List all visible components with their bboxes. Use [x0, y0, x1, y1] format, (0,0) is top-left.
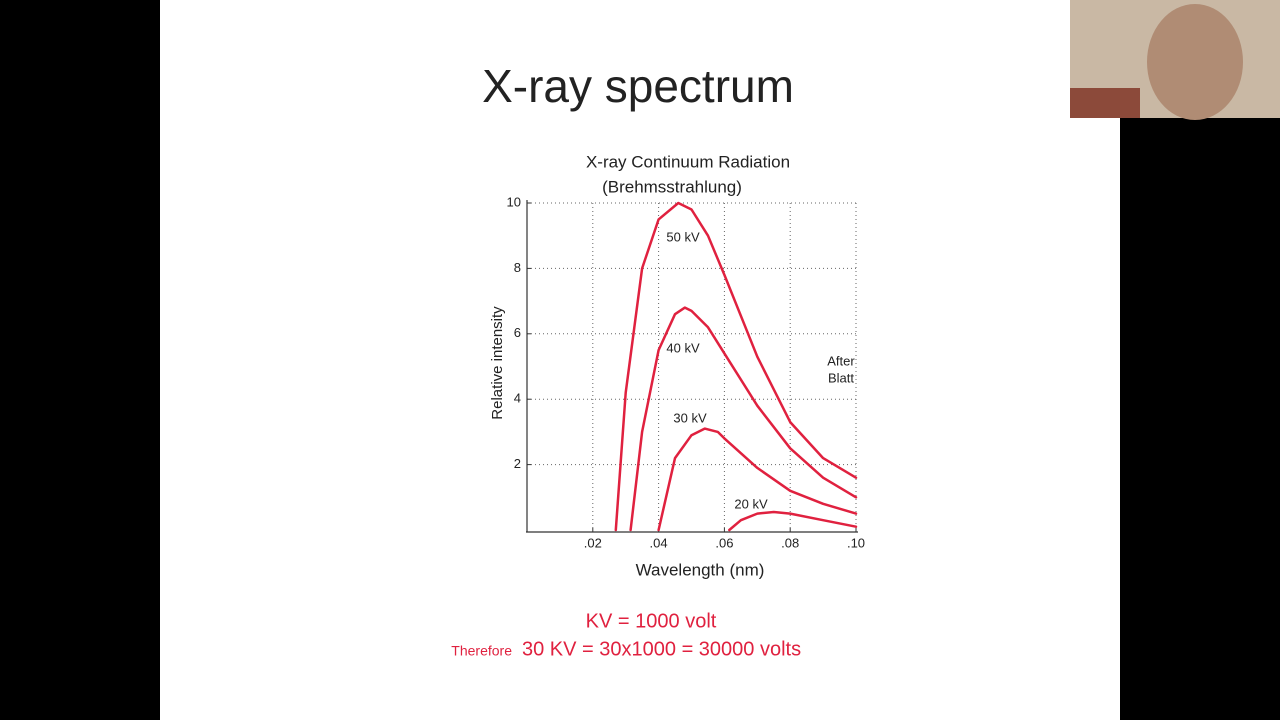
series-label: 50 kV: [666, 229, 700, 244]
webcam: [1070, 0, 1280, 120]
series-label: 40 kV: [666, 340, 700, 355]
x-tick-label: .02: [584, 535, 602, 550]
chart-subtitle: (Brehmsstrahlung): [602, 177, 742, 196]
series-label: 30 kV: [673, 410, 707, 425]
series-line: [614, 201, 858, 532]
x-tick-label: .06: [715, 535, 733, 550]
series-line: [629, 306, 858, 532]
y-tick-label: 4: [514, 391, 521, 406]
y-tick-label: 8: [514, 260, 521, 275]
x-tick-label: .10: [847, 535, 865, 550]
x-tick-label: .08: [781, 535, 799, 550]
note-label: Therefore: [451, 643, 512, 659]
chart-title: X-ray Continuum Radiation: [586, 152, 790, 171]
note-line: 30 KV = 30x1000 = 30000 volts: [522, 638, 801, 660]
y-tick-label: 6: [514, 325, 521, 340]
webcam-person: [1147, 4, 1243, 120]
y-tick-label: 2: [514, 456, 521, 471]
annotation: Blatt: [828, 370, 854, 385]
x-axis-label: Wavelength (nm): [636, 560, 765, 579]
y-axis-label: Relative intensity: [489, 306, 506, 420]
note-line: KV = 1000 volt: [586, 610, 717, 632]
y-tick-label: 10: [507, 194, 521, 209]
x-tick-label: .04: [650, 535, 668, 550]
slide: [160, 0, 1120, 720]
slide-title: X-ray spectrum: [482, 60, 794, 112]
series-line: [657, 427, 858, 532]
plot: .02 .04 .06 .08 .10 2 4 6 8 10 50 kV 40 kV 30 kV 20 k…: [507, 194, 866, 550]
webcam-background: [1070, 88, 1140, 118]
series-line: [728, 510, 858, 532]
annotation: After: [827, 353, 855, 368]
series-label: 20 kV: [734, 496, 768, 511]
